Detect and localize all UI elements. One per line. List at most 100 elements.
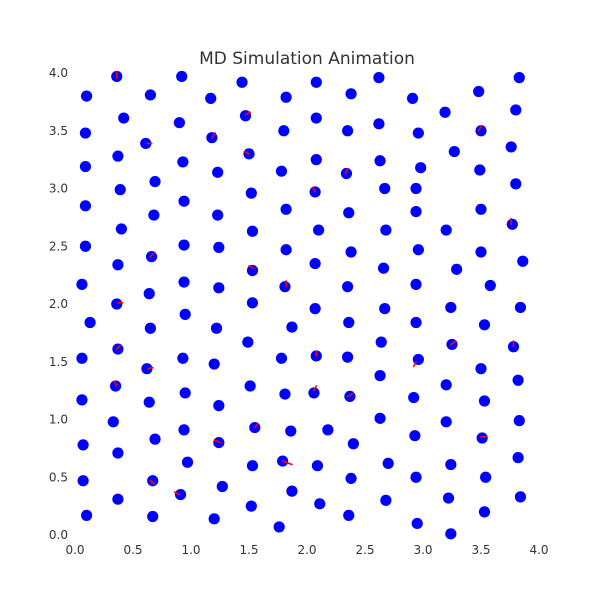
- y-tick-label: 2.0: [49, 297, 68, 311]
- particle-point: [475, 363, 487, 375]
- particle-point: [273, 521, 285, 533]
- particle-point: [340, 167, 353, 180]
- particle-point: [408, 391, 420, 404]
- velocity-arrow: [254, 423, 258, 429]
- particle-point: [112, 493, 124, 505]
- particle-point: [285, 425, 297, 437]
- particle-point: [118, 112, 130, 124]
- particle-point: [77, 439, 89, 451]
- particle-point: [445, 528, 457, 540]
- velocity-arrow: [248, 265, 255, 269]
- particle-point: [140, 137, 152, 150]
- particle-point: [178, 276, 190, 288]
- particle-point: [81, 90, 93, 102]
- particle-point: [213, 241, 225, 254]
- particle-point: [107, 416, 119, 428]
- particle-point: [112, 259, 124, 271]
- particle-point: [147, 475, 159, 487]
- particle-point: [279, 281, 291, 293]
- velocity-arrow: [173, 491, 181, 496]
- particle-point: [415, 162, 427, 174]
- particle-point: [280, 244, 292, 256]
- x-tick-label: 3.5: [471, 543, 490, 557]
- particle-point: [412, 244, 424, 256]
- particle-point: [286, 485, 298, 497]
- particle-point: [149, 433, 161, 445]
- particle-point: [111, 298, 123, 310]
- x-tick-label: 0.0: [65, 543, 84, 557]
- chart-title: MD Simulation Animation: [199, 49, 415, 69]
- particle-point: [279, 388, 291, 400]
- particle-point: [513, 415, 525, 427]
- particle-point: [176, 70, 188, 83]
- particle-point: [79, 127, 92, 139]
- particle-point: [177, 156, 189, 168]
- velocity-arrow: [211, 132, 217, 139]
- particle-point: [410, 278, 422, 290]
- particle-point: [112, 447, 124, 459]
- particle-point: [212, 166, 224, 178]
- y-tick-label: 2.5: [49, 239, 68, 253]
- particle-point: [373, 118, 385, 130]
- particle-point: [311, 460, 324, 472]
- particle-point: [476, 432, 488, 444]
- particle-point: [213, 282, 225, 294]
- particle-point: [382, 457, 394, 469]
- particle-point: [375, 336, 387, 348]
- particle-point: [475, 203, 487, 215]
- particle-point: [280, 91, 292, 103]
- particle-point: [410, 471, 422, 483]
- y-tick-label: 0.0: [49, 528, 68, 542]
- particle-point: [345, 88, 357, 100]
- particle-point: [374, 155, 386, 167]
- particle-point: [445, 301, 457, 314]
- x-axis-ticks: 0.0 0.5 1.0 1.5 2.0 2.5 3.0 3.5 4.0: [65, 543, 548, 557]
- particle-point: [148, 209, 160, 221]
- particle-point: [208, 513, 220, 525]
- y-tick-label: 3.0: [49, 182, 68, 196]
- particle-point: [115, 223, 127, 235]
- particle-point: [410, 206, 422, 218]
- x-tick-label: 2.0: [297, 543, 316, 557]
- x-tick-label: 4.0: [529, 543, 548, 557]
- particle-point: [480, 471, 492, 483]
- x-tick-label: 1.0: [181, 543, 200, 557]
- y-tick-label: 4.0: [49, 66, 68, 80]
- y-tick-label: 1.5: [49, 355, 68, 369]
- particle-point: [347, 438, 359, 450]
- particle-point: [474, 164, 486, 176]
- y-axis-ticks: 0.0 0.5 1.0 1.5 2.0 2.5 3.0 3.5 4.0: [49, 66, 68, 542]
- velocity-arrow: [344, 168, 349, 175]
- particle-point: [79, 160, 92, 173]
- particle-point: [178, 239, 190, 251]
- velocity-arrow: [243, 150, 250, 155]
- particle-point: [406, 92, 419, 105]
- particle-point: [76, 278, 88, 290]
- particle-point: [439, 106, 451, 118]
- particle-point: [110, 380, 122, 392]
- particle-point: [208, 358, 220, 370]
- particle-point: [374, 412, 386, 424]
- particle-point: [79, 240, 92, 252]
- x-tick-label: 3.0: [413, 543, 432, 557]
- particle-point: [143, 396, 155, 408]
- particle-point: [309, 257, 321, 270]
- particle-point: [478, 319, 491, 331]
- particle-point: [342, 281, 354, 293]
- particle-point: [473, 85, 485, 98]
- particle-point: [112, 150, 124, 162]
- particle-point: [440, 416, 452, 428]
- particle-point: [373, 72, 385, 84]
- particle-point: [475, 246, 487, 258]
- particle-point: [245, 187, 257, 199]
- particle-point: [448, 145, 460, 158]
- y-tick-label: 0.5: [49, 470, 68, 484]
- particle-point: [478, 506, 491, 518]
- particle-point: [181, 456, 194, 468]
- particle-point: [310, 112, 322, 124]
- particle-point: [343, 509, 355, 521]
- velocity-arrow: [213, 439, 221, 444]
- particle-point: [76, 352, 88, 364]
- particle-point: [512, 374, 524, 386]
- velocity-arrow: [113, 380, 118, 387]
